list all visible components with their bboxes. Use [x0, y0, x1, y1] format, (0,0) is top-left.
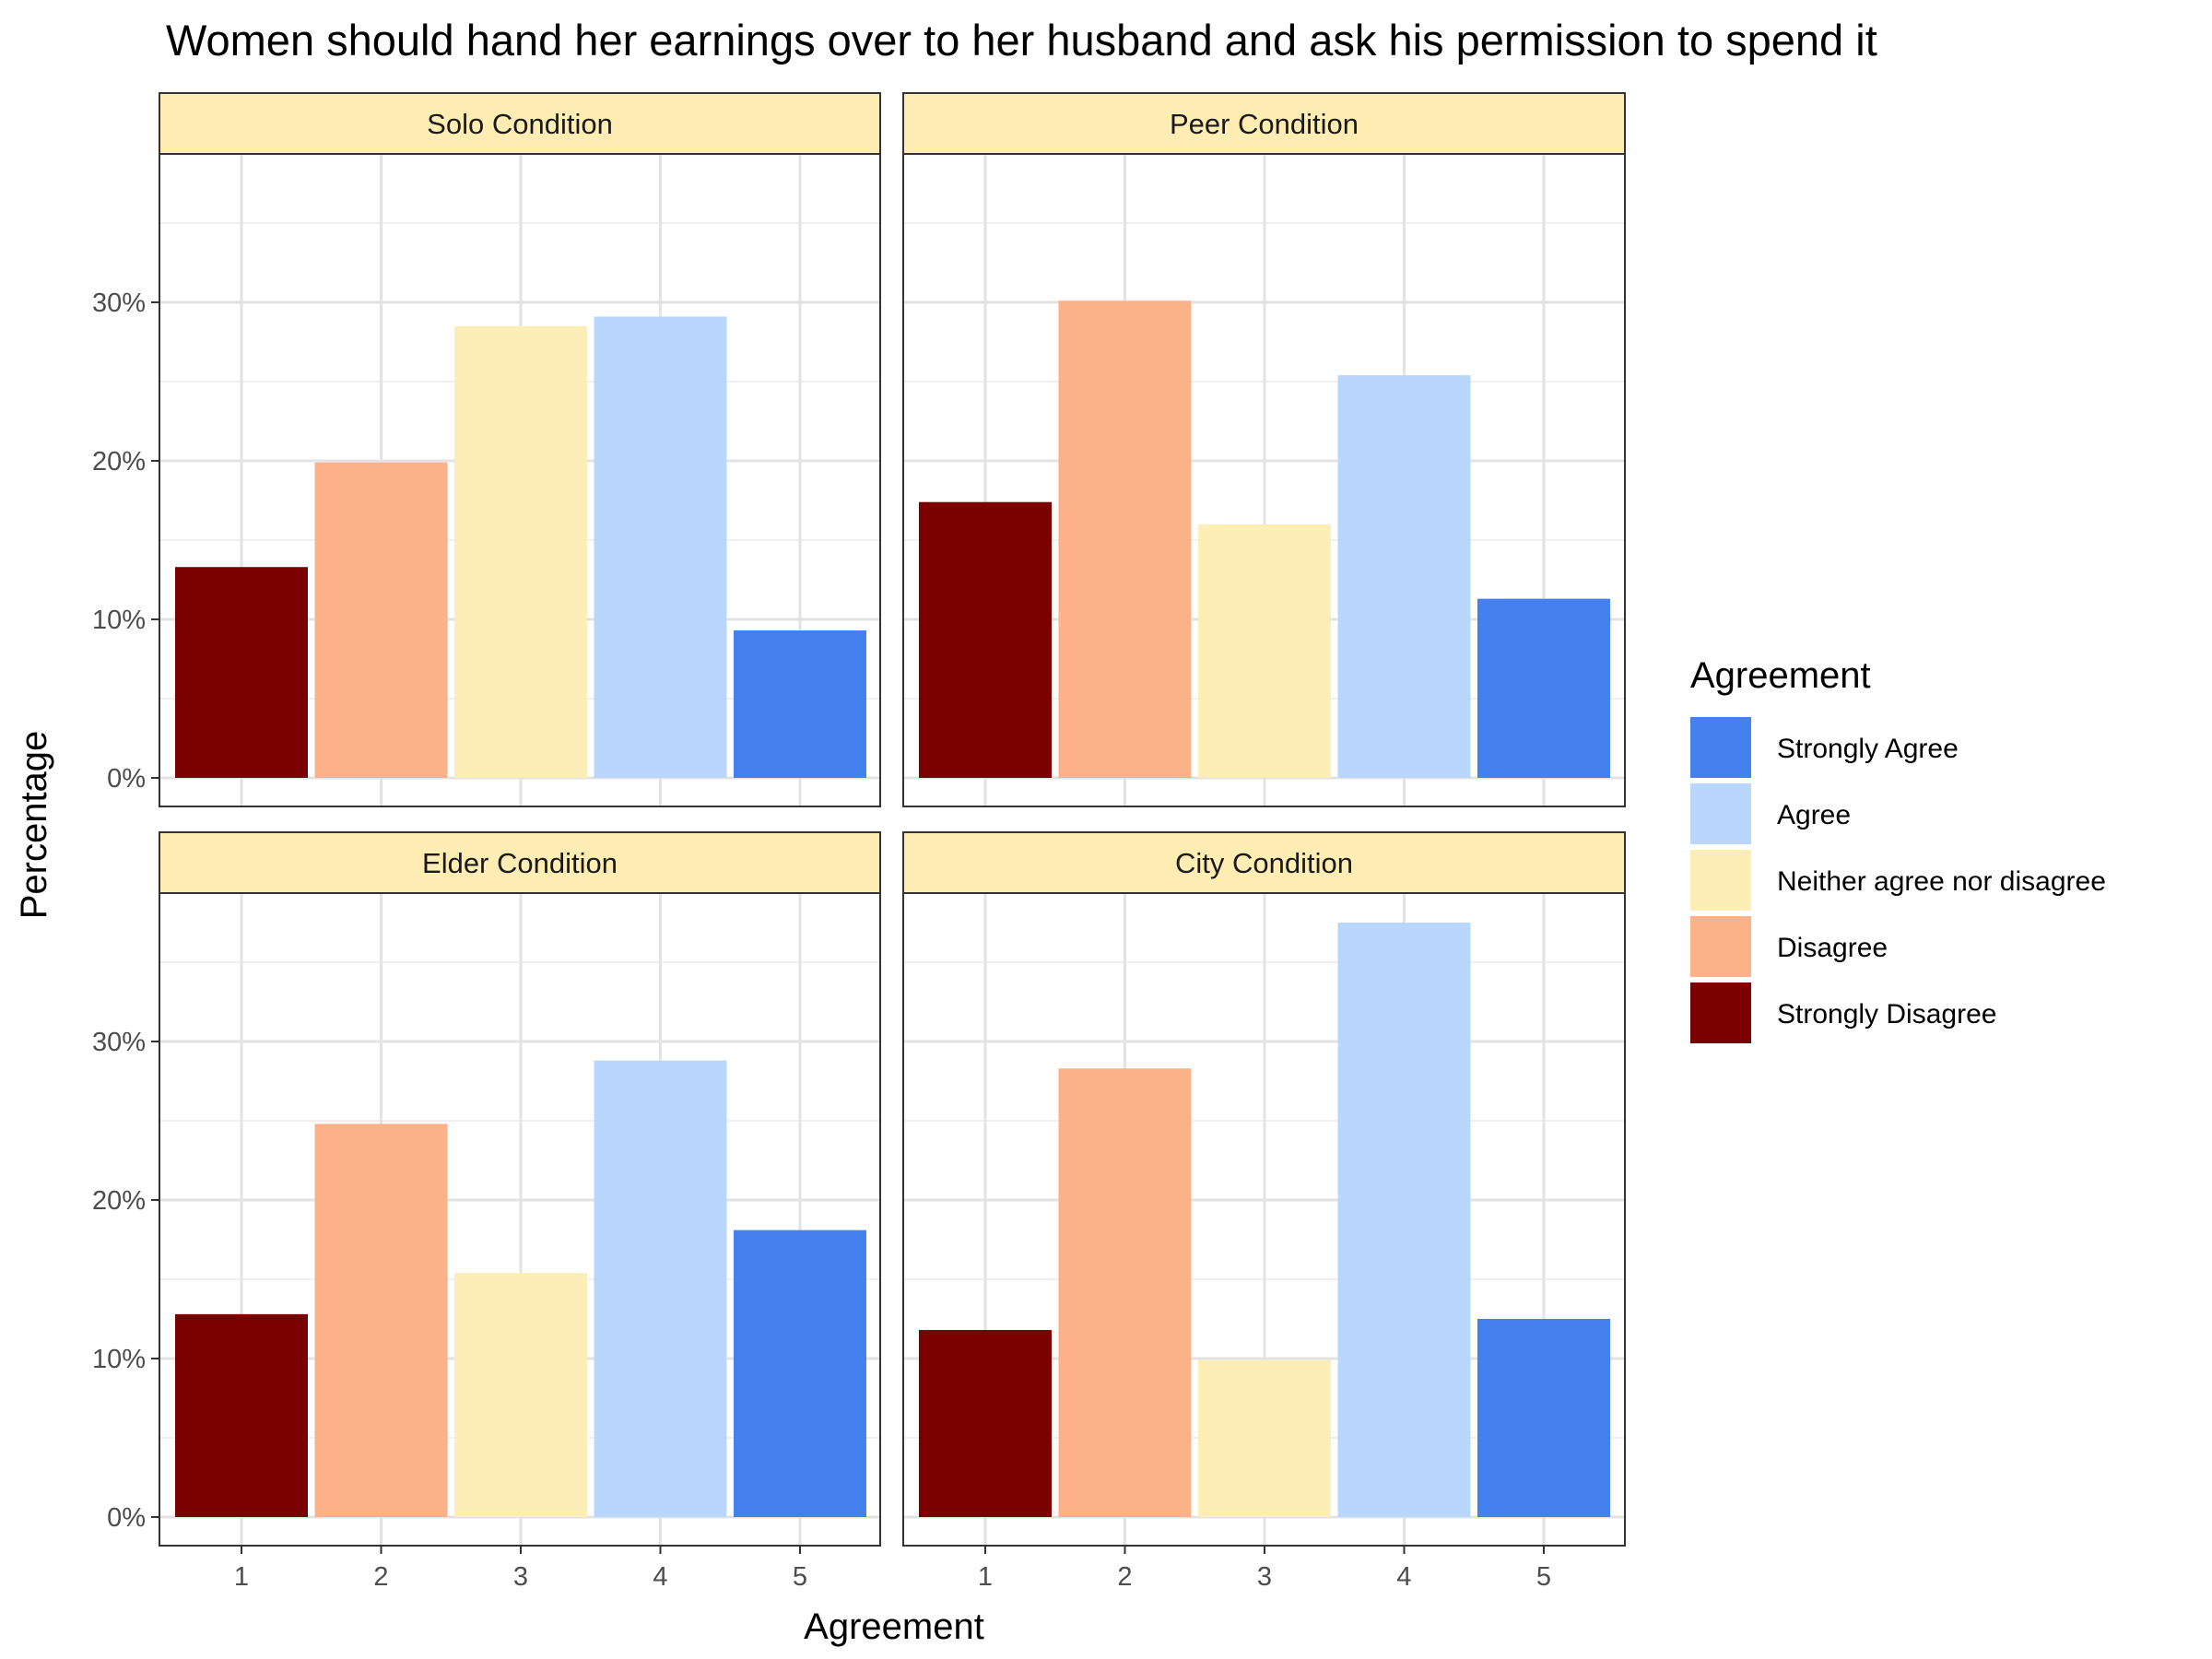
- facet-strip: [159, 831, 881, 894]
- bar: [594, 1060, 727, 1517]
- facet-strip-label: Elder Condition: [422, 847, 618, 879]
- legend-label: Neither agree nor disagree: [1777, 866, 2106, 897]
- panel-2: Peer Condition: [902, 92, 1626, 807]
- chart-title: Women should hand her earnings over to h…: [166, 16, 1877, 65]
- x-tick-label: 4: [1396, 1562, 1411, 1592]
- bar: [1477, 1319, 1610, 1517]
- legend-key: [1690, 783, 1751, 844]
- legend-key: [1690, 916, 1751, 977]
- legend-entry: Strongly Disagree: [1690, 982, 1996, 1043]
- legend-label: Strongly Disagree: [1777, 999, 1996, 1030]
- legend-title: Agreement: [1690, 655, 1871, 696]
- legend-label: Disagree: [1777, 933, 1888, 963]
- bar: [1337, 923, 1471, 1517]
- y-tick-label: 30%: [92, 1028, 146, 1057]
- bar: [454, 325, 587, 778]
- bar: [314, 462, 448, 778]
- facet-strip-label: Peer Condition: [1170, 108, 1359, 140]
- x-tick-label: 5: [1536, 1562, 1551, 1592]
- axes: 0% 10% 20% 30% 0% 10% 20% 30% 1 2 3 4 5 1 2 3 4 5: [92, 288, 1551, 1592]
- bar: [734, 630, 866, 778]
- bar: [1198, 524, 1331, 778]
- panel-1: Solo Condition: [159, 92, 881, 807]
- legend-entry: Neither agree nor disagree: [1690, 850, 2106, 911]
- panel-4: City Condition: [902, 831, 1626, 1547]
- facet-strip-label: City Condition: [1175, 847, 1353, 879]
- x-tick-label: 2: [1117, 1562, 1132, 1592]
- legend-key: [1690, 850, 1751, 911]
- bar: [919, 501, 1052, 778]
- bar: [919, 1330, 1052, 1517]
- y-tick-label: 20%: [92, 1186, 146, 1216]
- x-tick-label: 1: [978, 1562, 993, 1592]
- x-tick-label: 3: [513, 1562, 528, 1592]
- legend-label: Agree: [1777, 800, 1851, 830]
- bar: [314, 1124, 448, 1517]
- bar: [1058, 300, 1192, 778]
- x-tick-label: 1: [234, 1562, 249, 1592]
- legend-entry: Disagree: [1690, 916, 1888, 977]
- x-tick-label: 2: [373, 1562, 388, 1592]
- bar: [1058, 1068, 1192, 1517]
- y-tick-label: 10%: [92, 606, 146, 635]
- legend: Agreement Strongly Agree Agree Neither agr…: [1690, 655, 2106, 1043]
- x-tick-label: 3: [1257, 1562, 1272, 1592]
- legend-key: [1690, 717, 1751, 778]
- bar: [454, 1273, 587, 1517]
- legend-entry: Agree: [1690, 783, 1851, 844]
- facet-strip-label: Solo Condition: [427, 108, 613, 140]
- legend-entry: Strongly Agree: [1690, 717, 1959, 778]
- bar: [1337, 375, 1471, 778]
- legend-label: Strongly Agree: [1777, 734, 1959, 764]
- facet-strip: [159, 92, 881, 155]
- y-tick-label: 10%: [92, 1345, 146, 1374]
- bar: [175, 567, 308, 778]
- x-tick-label: 4: [653, 1562, 667, 1592]
- legend-key: [1690, 982, 1751, 1043]
- y-tick-label: 30%: [92, 288, 146, 318]
- x-tick-label: 5: [793, 1562, 807, 1592]
- y-tick-label: 20%: [92, 447, 146, 477]
- y-axis-title: Percentage: [14, 731, 54, 920]
- panels: Solo Condition Peer Condition Elder Condit…: [159, 92, 1626, 1547]
- bar: [1198, 1359, 1331, 1517]
- bar: [594, 316, 727, 778]
- facet-strip: [902, 831, 1626, 894]
- x-axis-title: Agreement: [804, 1606, 984, 1647]
- facet-strip: [902, 92, 1626, 155]
- panel-3: Elder Condition: [159, 831, 881, 1547]
- y-tick-label: 0%: [107, 764, 146, 794]
- bar: [1477, 598, 1610, 778]
- y-tick-label: 0%: [107, 1503, 146, 1533]
- bar: [734, 1230, 866, 1517]
- bar: [175, 1313, 308, 1517]
